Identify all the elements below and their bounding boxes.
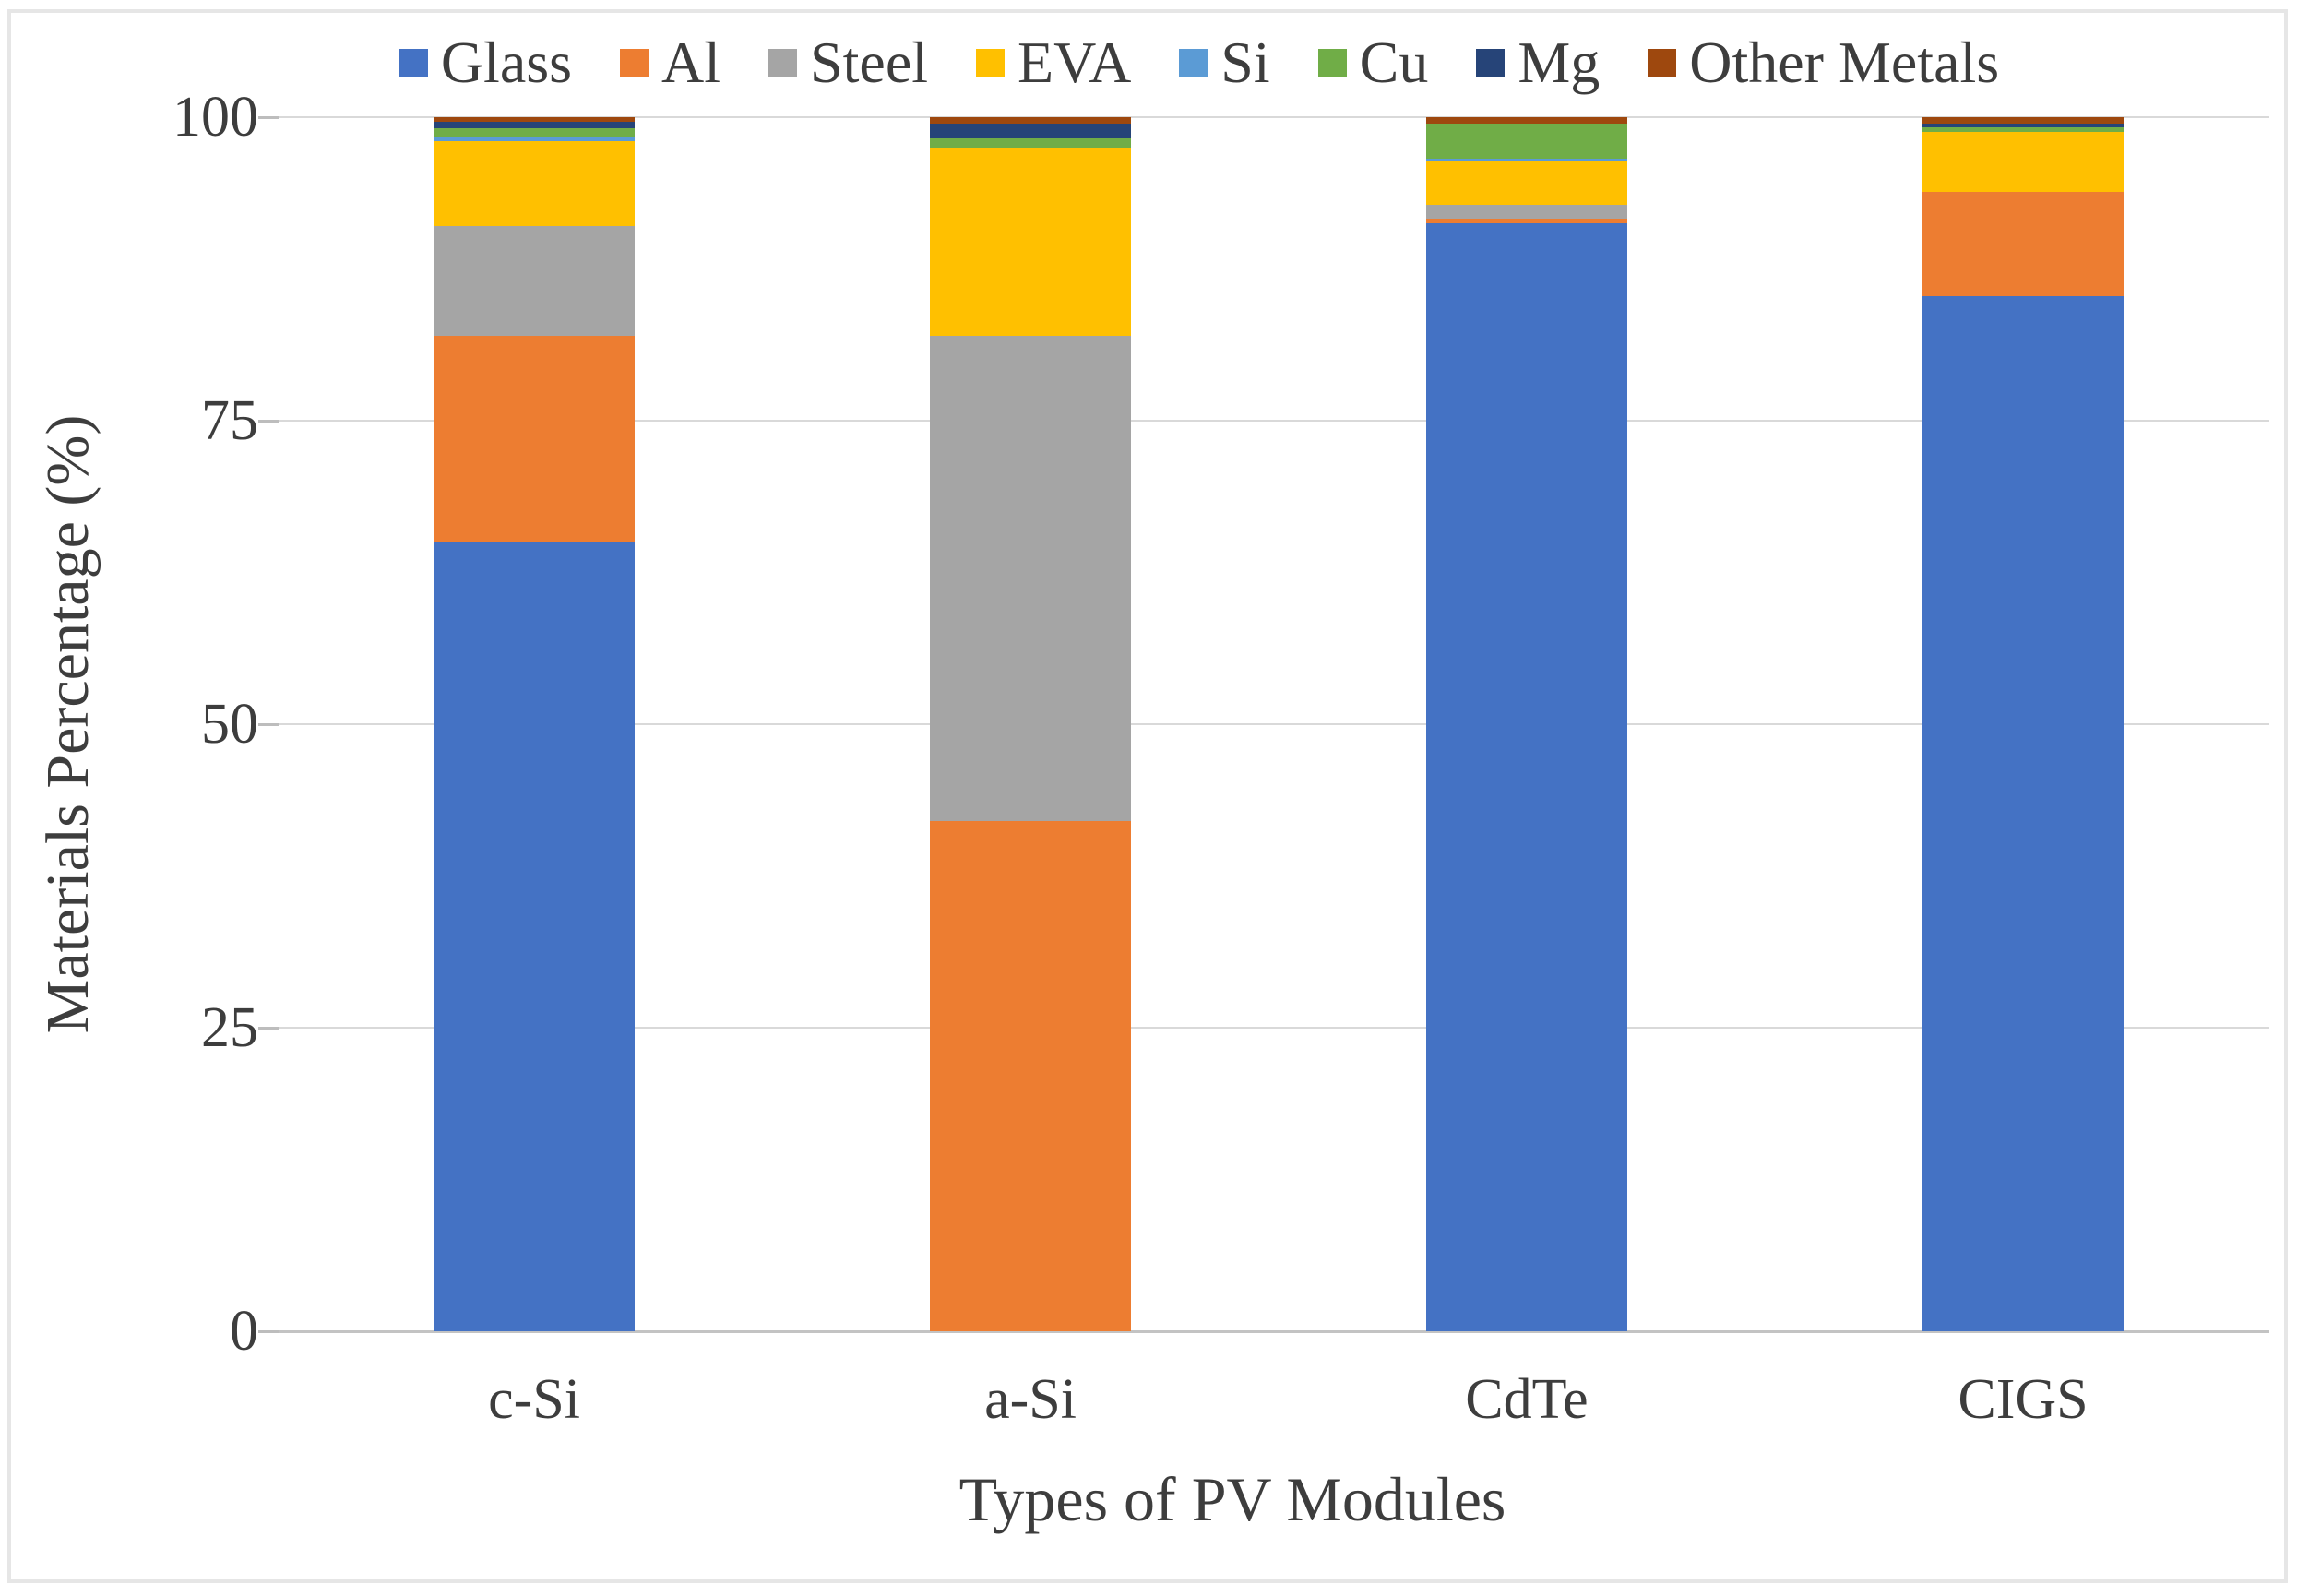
bar-c-si-segment-glass	[434, 542, 635, 1331]
legend-item-mg: Mg	[1476, 33, 1600, 92]
legend-swatch-eva-icon	[976, 48, 1006, 77]
legend-label-other-metals: Other Metals	[1689, 30, 2000, 95]
bar-cdte-segment-si	[1426, 158, 1627, 162]
legend-item-other-metals: Other Metals	[1648, 33, 1999, 92]
legend-label-eva: EVA	[1018, 30, 1132, 95]
chart-legend: Glass Al Steel EVA Si Cu Mg Other Metals	[101, 33, 2297, 92]
legend-item-steel: Steel	[768, 33, 928, 92]
legend-item-cu: Cu	[1317, 30, 1429, 95]
bar-a-si-segment-eva	[930, 147, 1131, 336]
legend-label-glass: Glass	[440, 30, 573, 95]
x-category-label-a-si: a-Si	[984, 1368, 1077, 1431]
y-tick-25	[258, 1027, 279, 1030]
gridline-100	[277, 116, 2269, 118]
y-tick-0	[258, 1330, 279, 1333]
legend-item-al: Al	[620, 33, 720, 92]
bar-cigs-segment-mg	[1922, 124, 2124, 127]
bar-a-si-segment-cu	[930, 138, 1131, 148]
legend-item-si: Si	[1179, 30, 1270, 95]
bar-c-si-segment-cu	[434, 127, 635, 137]
bar-c-si-segment-other-metals	[434, 117, 635, 123]
y-tick-label-25: 25	[201, 996, 258, 1059]
bar-c-si-segment-steel	[434, 226, 635, 336]
bar-cdte-segment-glass	[1426, 223, 1627, 1331]
legend-label-steel: Steel	[810, 30, 929, 95]
bar-cdte-segment-cu	[1426, 123, 1627, 159]
y-tick-label-50: 50	[201, 693, 258, 756]
bar-c-si-segment-si	[434, 137, 635, 142]
y-tick-100	[258, 116, 279, 119]
legend-label-mg: Mg	[1517, 30, 1601, 95]
x-axis-line	[277, 1330, 2269, 1333]
legend-swatch-glass-icon	[399, 48, 428, 77]
legend-swatch-mg-icon	[1476, 48, 1506, 77]
bar-a-si-segment-other-metals	[930, 117, 1131, 124]
legend-swatch-other-metals-icon	[1648, 48, 1677, 77]
bar-cdte-segment-al	[1426, 218, 1627, 224]
bar-cigs-segment-al	[1922, 191, 2124, 297]
gridline-50	[277, 723, 2269, 725]
bar-c-si-segment-mg	[434, 122, 635, 128]
x-category-label-cdte: CdTe	[1465, 1368, 1589, 1431]
bar-cigs-segment-cu	[1922, 126, 2124, 133]
y-tick-label-0: 0	[230, 1300, 258, 1363]
legend-swatch-si-icon	[1179, 48, 1208, 77]
legend-label-cu: Cu	[1359, 30, 1429, 95]
bar-cdte-segment-eva	[1426, 161, 1627, 206]
bar-cdte-segment-steel	[1426, 205, 1627, 219]
legend-label-si: Si	[1220, 30, 1270, 95]
y-tick-label-100: 100	[173, 86, 258, 149]
bar-cdte-segment-other-metals	[1426, 117, 1627, 124]
x-category-label-c-si: c-Si	[488, 1368, 580, 1431]
legend-swatch-al-icon	[620, 48, 649, 77]
bar-a-si-segment-steel	[930, 335, 1131, 822]
legend-item-glass: Glass	[399, 33, 572, 92]
legend-item-eva: EVA	[976, 33, 1131, 92]
x-axis-title: Types of PV Modules	[958, 1464, 1506, 1534]
gridline-75	[277, 420, 2269, 422]
legend-label-al: Al	[661, 30, 721, 95]
bar-a-si-segment-al	[930, 821, 1131, 1331]
legend-swatch-steel-icon	[768, 48, 798, 77]
y-tick-label-75: 75	[201, 389, 258, 452]
bar-c-si-segment-eva	[434, 141, 635, 227]
x-category-label-cigs: CIGS	[1958, 1368, 2089, 1431]
y-tick-50	[258, 723, 279, 726]
legend-swatch-cu-icon	[1317, 48, 1347, 77]
bar-cigs-segment-glass	[1922, 296, 2124, 1331]
bar-cigs-segment-other-metals	[1922, 117, 2124, 125]
bar-cigs-segment-eva	[1922, 132, 2124, 192]
bar-a-si-segment-mg	[930, 123, 1131, 139]
bar-c-si-segment-al	[434, 335, 635, 542]
gridline-25	[277, 1027, 2269, 1029]
y-tick-75	[258, 420, 279, 423]
